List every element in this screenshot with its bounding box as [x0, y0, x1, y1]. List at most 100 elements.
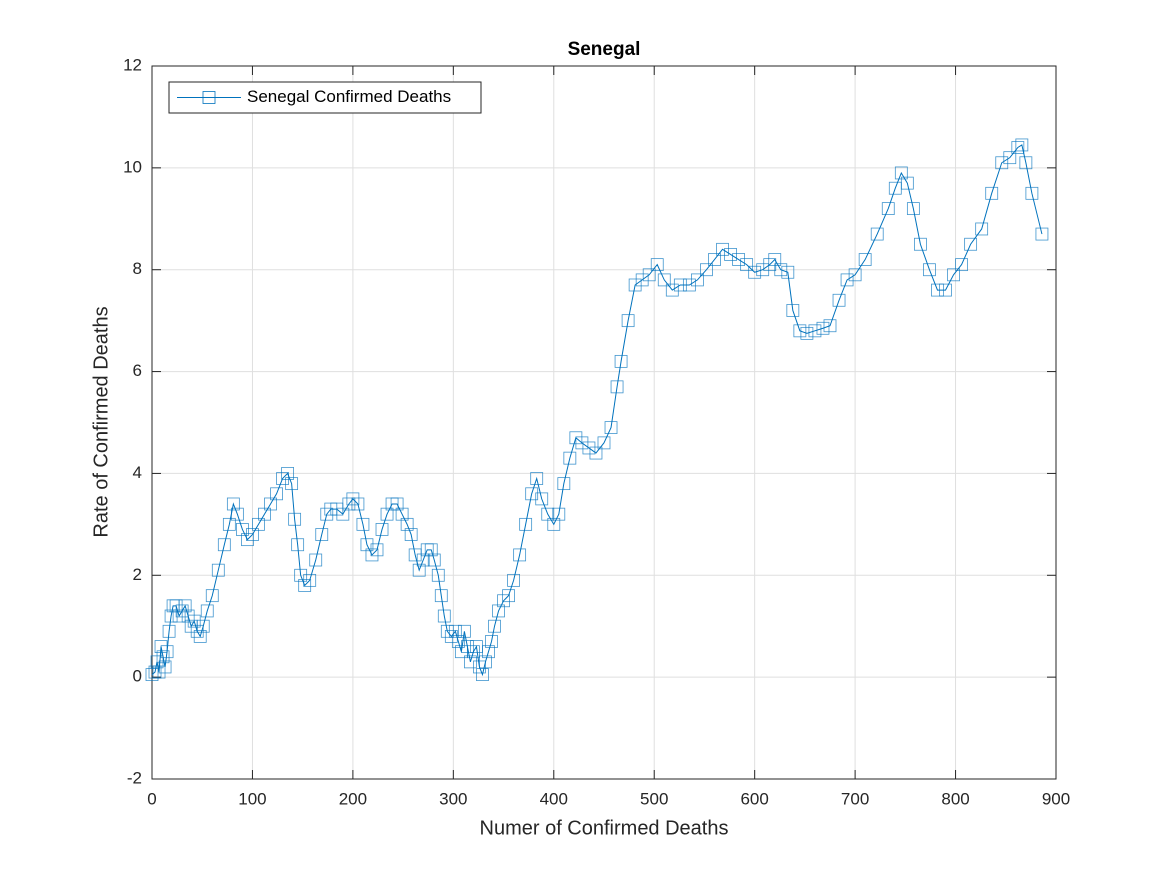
data-marker — [156, 650, 170, 664]
data-marker — [1011, 141, 1025, 154]
data-marker — [196, 619, 210, 633]
data-marker — [158, 660, 172, 674]
data-marker — [434, 589, 448, 603]
data-marker — [360, 538, 374, 552]
data-marker — [650, 258, 664, 272]
data-marker — [448, 624, 462, 638]
data-marker — [786, 304, 800, 317]
data-marker — [800, 326, 814, 340]
data-marker — [621, 314, 635, 328]
data-marker — [793, 324, 807, 338]
data-marker — [582, 441, 596, 455]
data-marker — [160, 645, 174, 659]
data-marker — [519, 517, 533, 531]
data-marker — [557, 477, 571, 491]
x-tick-label: 900 — [1042, 789, 1070, 808]
data-marker — [464, 655, 477, 669]
data-marker — [412, 563, 426, 577]
data-marker — [682, 278, 696, 292]
data-marker — [400, 517, 414, 531]
data-marker — [270, 487, 283, 501]
data-marker — [700, 263, 713, 277]
data-marker — [881, 202, 895, 216]
data-marker — [315, 528, 329, 541]
data-marker — [530, 472, 544, 485]
data-marker — [708, 253, 721, 266]
data-marker — [781, 265, 795, 279]
y-tick-label: 6 — [133, 361, 142, 380]
data-marker — [365, 548, 379, 562]
data-marker — [416, 553, 430, 567]
data-marker — [673, 278, 687, 292]
x-tick-label: 400 — [540, 789, 568, 808]
data-marker — [995, 156, 1009, 170]
data-marker — [298, 579, 312, 592]
data-marker — [665, 283, 679, 297]
data-marker — [356, 517, 370, 531]
data-marker — [375, 523, 389, 536]
y-tick-label: 8 — [133, 259, 142, 278]
data-marker — [906, 202, 920, 216]
data-marker — [535, 492, 549, 506]
y-axis-label: Rate of Confirmed Deaths — [90, 306, 112, 537]
data-marker — [691, 273, 704, 287]
data-marker — [756, 263, 770, 277]
data-marker — [440, 624, 454, 638]
data-marker — [217, 538, 231, 552]
y-tick-label: 4 — [133, 463, 142, 482]
x-tick-label: 600 — [740, 789, 768, 808]
x-tick-label: 200 — [339, 789, 367, 808]
data-marker — [320, 507, 334, 521]
data-marker — [467, 645, 480, 659]
data-marker — [187, 614, 201, 628]
data-marker — [476, 668, 489, 681]
data-marker — [975, 222, 989, 236]
data-marker — [575, 436, 589, 450]
data-marker — [457, 624, 471, 638]
y-tick-label: -2 — [127, 768, 142, 787]
data-marker — [390, 497, 404, 511]
chart-title: Senegal — [568, 39, 641, 60]
data-marker — [513, 548, 527, 562]
data-marker — [222, 517, 236, 531]
data-marker — [230, 507, 244, 521]
data-marker — [303, 573, 317, 587]
data-marker — [597, 436, 611, 450]
data-marker — [502, 589, 515, 603]
data-marker — [211, 563, 225, 577]
data-marker — [497, 594, 510, 608]
data-marker — [370, 543, 384, 557]
data-marker — [964, 237, 978, 251]
data-marker — [380, 507, 394, 521]
data-marker — [482, 645, 495, 659]
data-marker — [589, 446, 603, 460]
data-marker — [947, 268, 960, 282]
data-marker — [642, 268, 656, 282]
data-marker — [985, 186, 999, 200]
data-marker — [823, 319, 837, 333]
data-marker — [840, 273, 854, 287]
data-marker — [1025, 186, 1039, 200]
data-marker — [431, 568, 445, 582]
data-marker — [740, 258, 754, 272]
data-marker — [635, 273, 649, 287]
data-marker — [931, 283, 944, 297]
data-marker — [547, 517, 561, 531]
data-marker — [716, 242, 729, 256]
data-marker — [241, 533, 254, 547]
data-marker — [900, 176, 914, 190]
data-marker — [610, 380, 624, 394]
data-marker — [226, 497, 240, 511]
data-marker — [1015, 138, 1029, 152]
data-marker — [424, 543, 438, 557]
data-marker — [923, 263, 936, 277]
data-marker — [479, 655, 492, 669]
data-marker — [939, 283, 952, 297]
x-tick-label: 700 — [841, 789, 869, 808]
x-axis-label: Numer of Confirmed Deaths — [480, 817, 729, 839]
data-marker — [200, 604, 214, 618]
data-marker — [832, 293, 846, 307]
data-marker — [858, 253, 872, 266]
data-marker — [276, 472, 289, 485]
legend-marker — [202, 91, 216, 104]
